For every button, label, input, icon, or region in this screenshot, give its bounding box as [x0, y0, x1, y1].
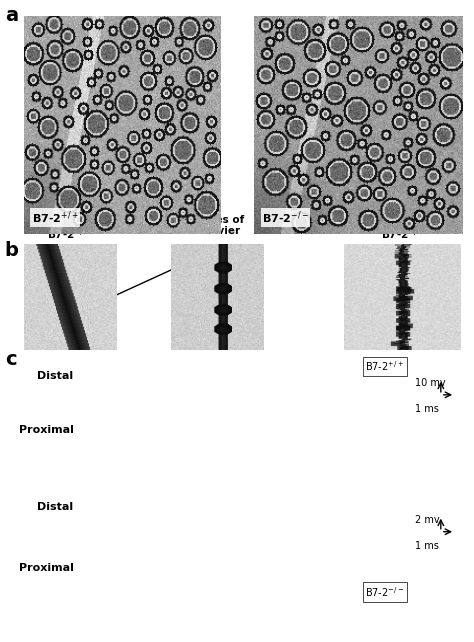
Text: Nodes of
Ranvier: Nodes of Ranvier: [192, 214, 244, 236]
Text: B7-2$^{-/-}$: B7-2$^{-/-}$: [365, 585, 404, 599]
Text: Proximal: Proximal: [18, 425, 73, 435]
Text: b: b: [5, 241, 18, 260]
Text: B7-2$^{-/-}$: B7-2$^{-/-}$: [381, 228, 425, 241]
Text: c: c: [5, 350, 17, 369]
Text: B7-2$^{+/+}$: B7-2$^{+/+}$: [32, 209, 79, 225]
Text: B7-2$^{-/-}$: B7-2$^{-/-}$: [262, 209, 309, 225]
Text: B7-2$^{+/+}$: B7-2$^{+/+}$: [47, 228, 91, 241]
Text: 2 mv: 2 mv: [415, 516, 439, 525]
Text: a: a: [5, 6, 18, 26]
Text: 1 ms: 1 ms: [415, 404, 438, 415]
Text: Distal: Distal: [37, 370, 73, 381]
Text: Proximal: Proximal: [18, 563, 73, 573]
Text: 1 ms: 1 ms: [415, 541, 438, 551]
Text: B7-2$^{+/+}$: B7-2$^{+/+}$: [365, 360, 404, 374]
Text: 10 mv: 10 mv: [415, 378, 446, 388]
Text: Distal: Distal: [37, 502, 73, 512]
